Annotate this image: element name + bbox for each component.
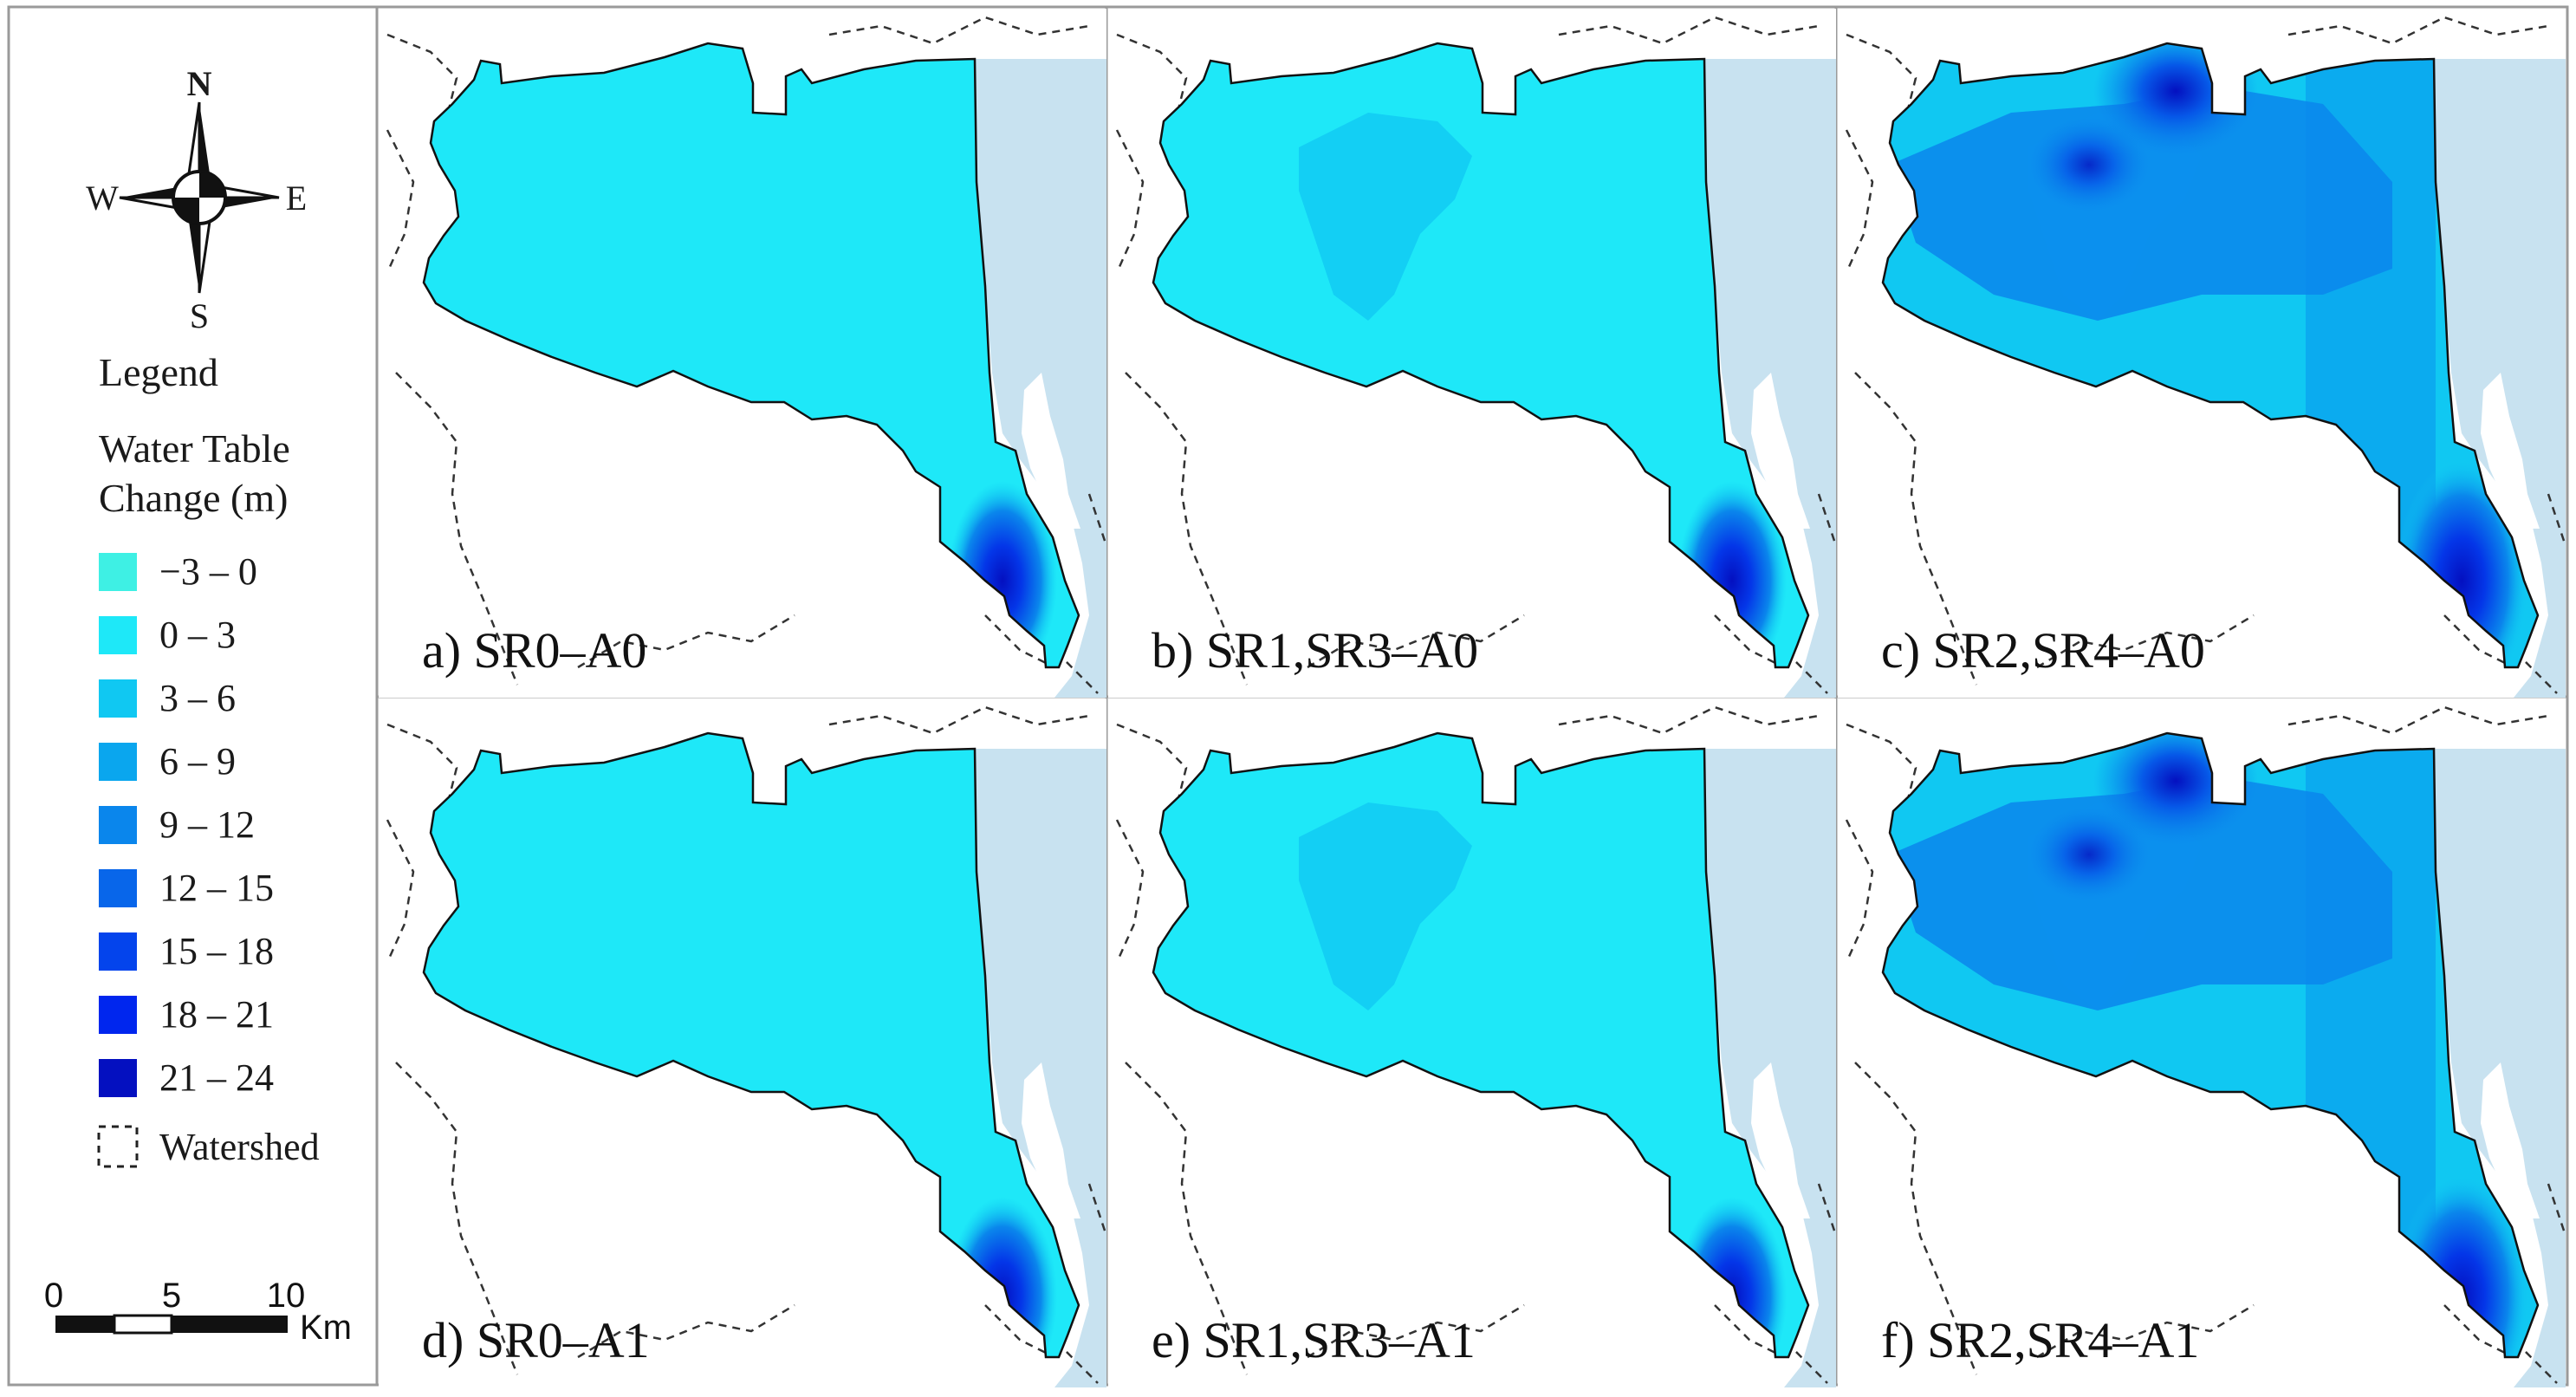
legend-label: 9 – 12 <box>159 803 255 846</box>
panel-label-d: d) SR0–A1 <box>422 1312 650 1368</box>
legend-item: 12 – 15 <box>99 867 274 909</box>
legend-label: 6 – 9 <box>159 740 236 783</box>
legend-item: 18 – 21 <box>99 993 274 1036</box>
legend-swatch <box>99 806 137 844</box>
legend-item: 15 – 18 <box>99 930 274 972</box>
legend-item-watershed: Watershed <box>97 1125 320 1168</box>
map-panel-a: a) SR0–A0 <box>379 9 1106 698</box>
legend-label: 21 – 24 <box>159 1056 274 1099</box>
scale-tick-0: 0 <box>44 1277 63 1315</box>
map-panel-e: e) SR1,SR3–A1 <box>1108 698 1836 1387</box>
legend-swatch <box>99 996 137 1034</box>
compass-south: S <box>190 296 209 335</box>
panel-label-b: b) SR1,SR3–A0 <box>1152 622 1478 679</box>
legend-swatch <box>99 869 137 907</box>
legend-swatch <box>99 1059 137 1097</box>
legend-item: 3 – 6 <box>99 677 236 719</box>
legend-heading: Legend <box>99 350 218 394</box>
legend-swatch <box>99 616 137 654</box>
legend-title-line2: Change (m) <box>99 476 288 520</box>
map-panel-b: b) SR1,SR3–A0 <box>1108 9 1836 698</box>
compass-rose: N S E W <box>86 64 307 335</box>
legend-items: −3 – 0 0 – 3 3 – 6 6 – 9 9 – 12 12 – 15 15 – 1… <box>99 550 274 1099</box>
legend-item: 9 – 12 <box>99 803 255 846</box>
legend-title-line1: Water Table <box>99 426 290 471</box>
legend-panel: N S E W Legend Water Table Change (m) −3… <box>44 64 352 1347</box>
map-panels: a) SR0–A0 b) SR1,SR3–A0 c) SR2,SR4–A0 d) SR… <box>379 9 2566 1387</box>
scale-bar: 0 5 10 Km <box>44 1277 352 1347</box>
legend-label: 3 – 6 <box>159 677 236 719</box>
legend-swatch <box>99 743 137 781</box>
map-panel-c: c) SR2,SR4–A0 <box>1838 9 2566 698</box>
panel-label-c: c) SR2,SR4–A0 <box>1881 622 2205 679</box>
panel-label-f: f) SR2,SR4–A1 <box>1881 1312 2199 1368</box>
compass-east: E <box>286 179 307 218</box>
watershed-label: Watershed <box>159 1126 320 1168</box>
panel-label-e: e) SR1,SR3–A1 <box>1152 1312 1476 1368</box>
panel-label-a: a) SR0–A0 <box>422 622 646 679</box>
legend-label: 12 – 15 <box>159 867 274 909</box>
legend-swatch <box>99 553 137 591</box>
scale-tick-5: 5 <box>162 1277 181 1315</box>
scale-unit: Km <box>300 1309 352 1347</box>
legend-item: 0 – 3 <box>99 614 236 656</box>
legend-label: 0 – 3 <box>159 614 236 656</box>
legend-swatch <box>99 679 137 718</box>
scale-tick-10: 10 <box>267 1277 306 1315</box>
legend-item: 21 – 24 <box>99 1056 274 1099</box>
map-panel-d: d) SR0–A1 <box>379 698 1106 1387</box>
compass-west: W <box>86 179 119 218</box>
legend-label: 18 – 21 <box>159 993 274 1036</box>
legend-item: −3 – 0 <box>99 550 257 593</box>
legend-swatch <box>99 932 137 971</box>
legend-label: 15 – 18 <box>159 930 274 972</box>
compass-north: N <box>187 64 212 103</box>
watershed-swatch <box>97 1125 139 1168</box>
map-panel-f: f) SR2,SR4–A1 <box>1838 698 2566 1387</box>
legend-label: −3 – 0 <box>159 550 257 593</box>
legend-item: 6 – 9 <box>99 740 236 783</box>
